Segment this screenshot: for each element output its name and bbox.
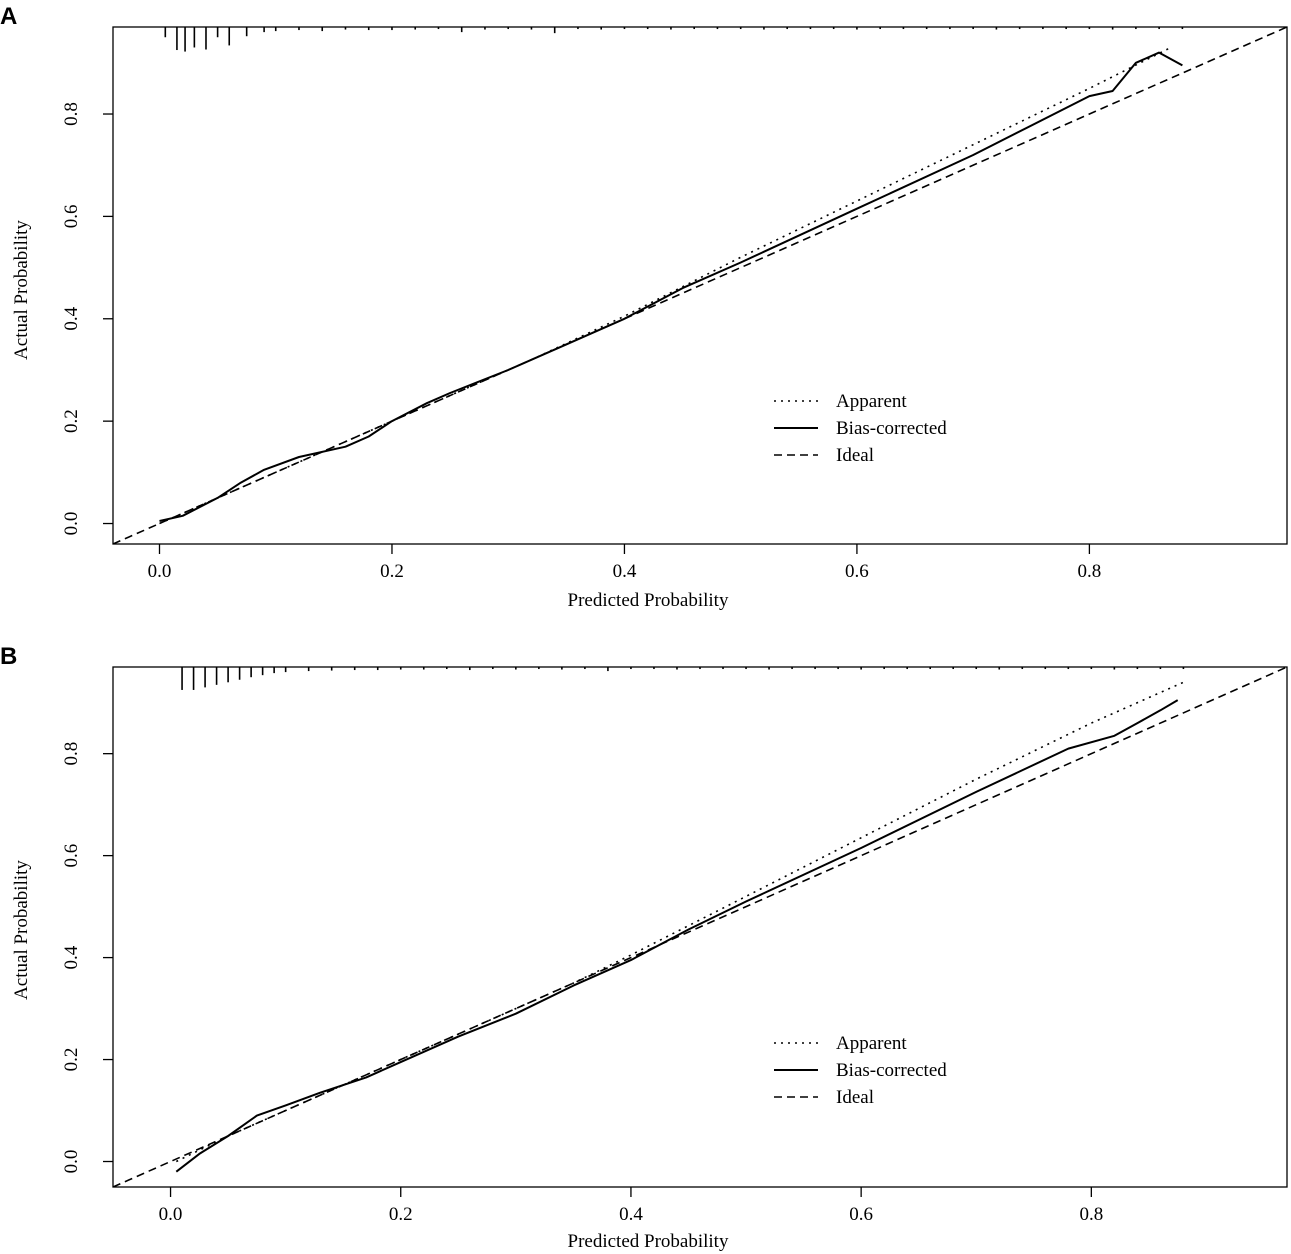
panel-a-y-tick-label: 0.8 xyxy=(61,102,82,126)
panel-b-y-axis-title: Actual Probability xyxy=(11,860,32,1000)
panel-a-letter: A xyxy=(0,3,17,30)
panel-a-x-axis: 0.0 0.2 0.4 0.6 0.8 xyxy=(148,544,1102,582)
panel-b-legend-label-apparent: Apparent xyxy=(836,1033,907,1054)
panel-a-legend: Apparent Bias-corrected Ideal xyxy=(774,391,947,466)
panel-b-x-tick-label: 0.4 xyxy=(619,1204,643,1225)
panel-b-legend: Apparent Bias-corrected Ideal xyxy=(774,1033,947,1108)
panel-b-letter: B xyxy=(0,643,17,670)
panel-b-legend-label-ideal: Ideal xyxy=(836,1087,874,1108)
panel-b-x-tick-label: 0.0 xyxy=(159,1204,183,1225)
panel-b-y-tick-label: 0.2 xyxy=(61,1048,82,1072)
panel-b-x-tick-label: 0.2 xyxy=(389,1204,413,1225)
panel-b-y-tick-label: 0.8 xyxy=(61,742,82,766)
panel-a-legend-label-bias-corrected: Bias-corrected xyxy=(836,418,947,439)
panel-b-y-axis: 0.0 0.2 0.4 0.6 0.8 xyxy=(61,742,113,1174)
panel-a-x-tick-label: 0.6 xyxy=(845,561,869,582)
panel-a-x-tick-label: 0.0 xyxy=(148,561,172,582)
panel-a-x-tick-label: 0.4 xyxy=(613,561,637,582)
panel-a-x-tick-label: 0.2 xyxy=(380,561,404,582)
panel-a-y-tick-label: 0.4 xyxy=(61,306,82,330)
panel-a-series-ideal xyxy=(113,27,1287,544)
panel-b-series-ideal xyxy=(113,667,1287,1187)
panel-b: B 0.0 0.2 0.4 0.6 0.8 0.0 0.2 0.4 0.6 0.8 Predic… xyxy=(0,643,1288,1252)
panel-a: A 0.0 0.2 0.4 0.6 0.8 0.0 0.2 0.4 0.6 0.8 Predic… xyxy=(0,3,1288,611)
panel-a-series-lines xyxy=(113,27,1287,544)
panel-a-rug xyxy=(164,27,1184,52)
panel-b-series-bias-corrected xyxy=(175,699,1179,1173)
panel-a-y-axis: 0.0 0.2 0.4 0.6 0.8 xyxy=(61,102,113,535)
panel-a-series-apparent xyxy=(159,46,1172,525)
panel-a-x-tick-label: 0.8 xyxy=(1078,561,1102,582)
panel-a-x-axis-title: Predicted Probability xyxy=(568,590,729,611)
panel-a-y-axis-title: Actual Probability xyxy=(11,220,32,360)
panel-b-series-lines xyxy=(113,667,1287,1187)
panel-a-y-tick-label: 0.0 xyxy=(61,512,82,536)
panel-b-x-axis-title: Predicted Probability xyxy=(568,1231,729,1252)
panel-a-series-bias-corrected xyxy=(159,51,1183,522)
panel-a-plot-frame xyxy=(112,26,1288,545)
panel-b-x-tick-label: 0.6 xyxy=(849,1204,873,1225)
panel-a-legend-label-apparent: Apparent xyxy=(836,391,907,412)
panel-b-legend-label-bias-corrected: Bias-corrected xyxy=(836,1060,947,1081)
panel-a-y-tick-label: 0.2 xyxy=(61,409,82,433)
panel-a-legend-label-ideal: Ideal xyxy=(836,445,874,466)
panel-b-y-tick-label: 0.4 xyxy=(61,945,82,969)
panel-a-y-tick-label: 0.6 xyxy=(61,205,82,229)
panel-b-rug xyxy=(181,667,1185,690)
panel-b-y-tick-label: 0.0 xyxy=(61,1150,82,1174)
panel-b-x-axis: 0.0 0.2 0.4 0.6 0.8 xyxy=(159,1187,1103,1225)
panel-b-x-tick-label: 0.8 xyxy=(1079,1204,1103,1225)
panel-b-y-tick-label: 0.6 xyxy=(61,844,82,868)
